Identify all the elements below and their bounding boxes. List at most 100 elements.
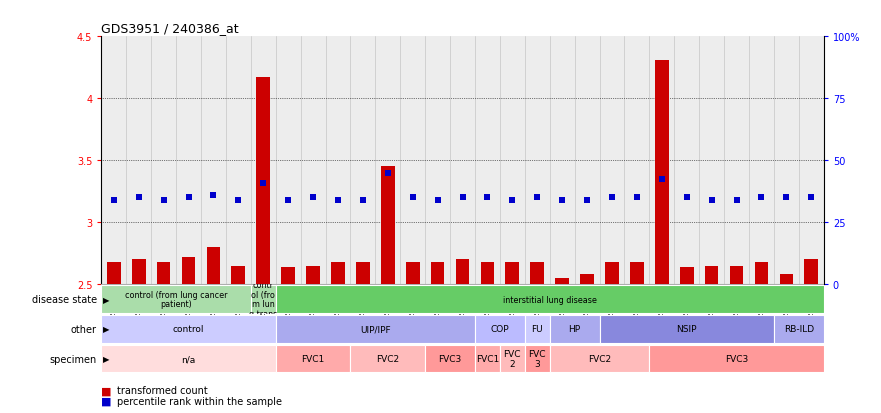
Bar — [649, 37, 674, 285]
Bar — [381, 167, 395, 285]
Bar — [251, 286, 276, 313]
Text: disease state: disease state — [32, 294, 97, 304]
Bar — [351, 345, 426, 373]
Point — [580, 197, 594, 204]
Bar — [400, 37, 426, 285]
Bar — [126, 37, 152, 285]
Text: HP: HP — [568, 325, 581, 334]
Bar — [276, 286, 824, 313]
Point — [431, 197, 445, 204]
Bar — [276, 37, 300, 285]
Bar — [799, 37, 824, 285]
Bar — [600, 37, 625, 285]
Text: ▶: ▶ — [103, 325, 109, 334]
Point — [281, 197, 295, 204]
Bar — [300, 37, 325, 285]
Bar — [574, 37, 600, 285]
Text: COP: COP — [491, 325, 509, 334]
Bar — [281, 267, 295, 285]
Bar — [774, 316, 824, 343]
Bar — [550, 37, 574, 285]
Bar — [600, 316, 774, 343]
Bar — [256, 78, 270, 285]
Text: ■: ■ — [101, 385, 112, 395]
Point — [306, 195, 320, 201]
Point — [630, 195, 644, 201]
Text: n/a: n/a — [181, 354, 196, 363]
Bar — [101, 345, 276, 373]
Point — [605, 195, 619, 201]
Bar — [804, 260, 818, 285]
Text: FVC2: FVC2 — [588, 354, 611, 363]
Bar — [525, 37, 550, 285]
Bar — [605, 262, 618, 285]
Point — [131, 195, 145, 201]
Text: FVC2: FVC2 — [376, 354, 399, 363]
Point — [780, 195, 794, 201]
Bar — [450, 37, 475, 285]
Bar — [525, 345, 550, 373]
Bar — [356, 262, 370, 285]
Bar — [426, 37, 450, 285]
Bar — [729, 266, 744, 285]
Text: FVC1: FVC1 — [301, 354, 325, 363]
Point — [506, 197, 520, 204]
Bar — [630, 262, 644, 285]
Point — [331, 197, 345, 204]
Bar — [525, 316, 550, 343]
Point — [381, 170, 395, 176]
Bar — [550, 345, 649, 373]
Bar — [680, 267, 693, 285]
Text: FU: FU — [531, 325, 543, 334]
Point — [754, 195, 768, 201]
Point — [181, 195, 196, 201]
Bar — [325, 37, 351, 285]
Point — [107, 197, 121, 204]
Bar — [455, 260, 470, 285]
Bar — [700, 37, 724, 285]
Point — [455, 195, 470, 201]
Bar — [506, 262, 519, 285]
Bar — [375, 37, 400, 285]
Text: GDS3951 / 240386_at: GDS3951 / 240386_at — [101, 21, 239, 35]
Text: FVC1: FVC1 — [476, 354, 499, 363]
Bar — [749, 37, 774, 285]
Point — [655, 176, 669, 183]
Bar — [481, 262, 494, 285]
Point — [157, 197, 171, 204]
Text: interstitial lung disease: interstitial lung disease — [503, 295, 596, 304]
Point — [405, 195, 419, 201]
Bar — [755, 262, 768, 285]
Text: contr
ol (fro
m lun
g trans: contr ol (fro m lun g trans — [249, 280, 278, 318]
Text: percentile rank within the sample: percentile rank within the sample — [117, 396, 282, 406]
Point — [729, 197, 744, 204]
Bar — [176, 37, 201, 285]
Text: RB-ILD: RB-ILD — [784, 325, 814, 334]
Point — [480, 195, 494, 201]
Bar — [226, 37, 251, 285]
Bar — [674, 37, 700, 285]
Bar — [107, 262, 121, 285]
Text: NSIP: NSIP — [677, 325, 697, 334]
Text: FVC3: FVC3 — [725, 354, 748, 363]
Bar — [276, 316, 475, 343]
Point — [232, 197, 246, 204]
Point — [555, 197, 569, 204]
Point — [679, 195, 693, 201]
Bar — [157, 262, 170, 285]
Bar — [201, 37, 226, 285]
Bar — [724, 37, 749, 285]
Bar — [625, 37, 649, 285]
Point — [256, 180, 270, 186]
Bar — [307, 266, 320, 285]
Text: ■: ■ — [101, 396, 112, 406]
Bar — [251, 37, 276, 285]
Bar — [475, 345, 500, 373]
Bar — [705, 266, 719, 285]
Text: FVC
2: FVC 2 — [504, 349, 521, 368]
Bar — [331, 262, 344, 285]
Point — [804, 195, 818, 201]
Bar — [232, 266, 245, 285]
Text: control: control — [173, 325, 204, 334]
Bar — [351, 37, 375, 285]
